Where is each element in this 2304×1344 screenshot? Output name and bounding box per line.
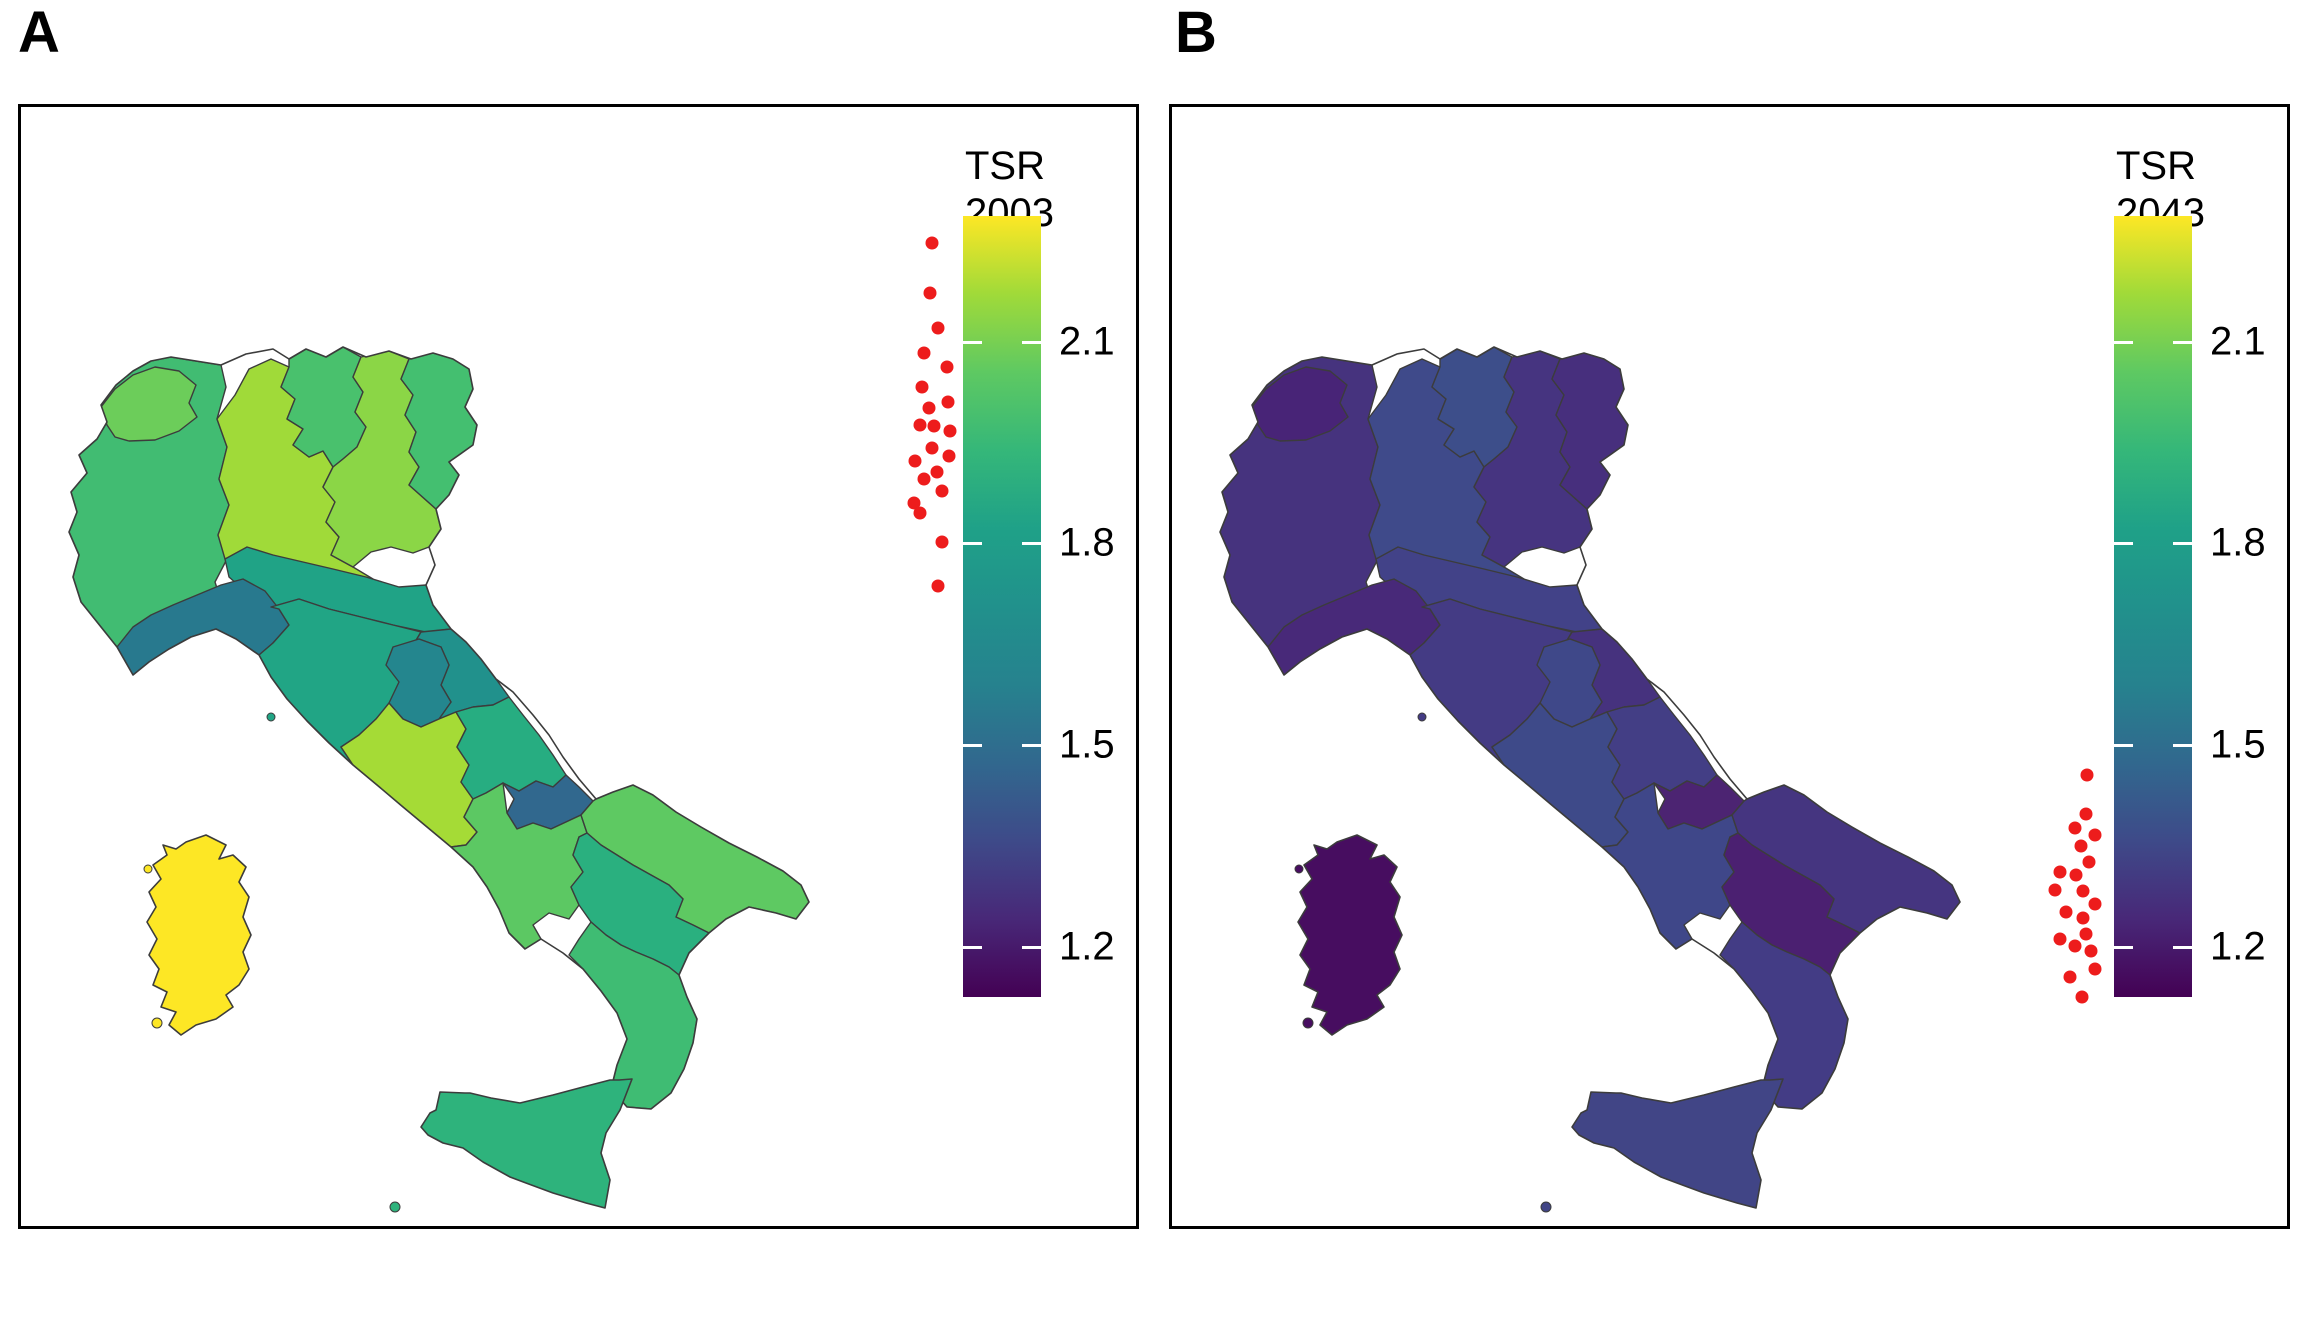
data-point [931, 579, 945, 593]
data-point [2079, 807, 2093, 821]
data-point [915, 380, 929, 394]
data-point [931, 321, 945, 335]
data-point [922, 401, 936, 415]
islet-toscana [266, 712, 276, 722]
data-point [2069, 868, 2083, 882]
data-point [925, 236, 939, 250]
data-point [930, 465, 944, 479]
data-point [917, 346, 931, 360]
region-sardegna [1297, 834, 1403, 1036]
data-point [927, 419, 941, 433]
mainland-coastline [68, 346, 810, 1110]
region-valle-daosta [1251, 366, 1349, 442]
region-valle-daosta [100, 366, 198, 442]
data-point [935, 484, 949, 498]
panel-b-map-2043: TSR 2043 2.1 1.8 1.5 1.2 [1169, 104, 2290, 1229]
data-point [2063, 970, 2077, 984]
panel-label-b: B [1175, 0, 1217, 65]
data-point [935, 535, 949, 549]
data-point [2053, 865, 2067, 879]
region-abruzzo [1606, 696, 1718, 800]
data-point [2079, 927, 2093, 941]
data-point [2076, 884, 2090, 898]
islet-sardegna [143, 864, 153, 874]
data-point [913, 418, 927, 432]
data-point [925, 441, 939, 455]
data-point [907, 496, 921, 510]
data-point [2068, 939, 2082, 953]
data-point [2074, 839, 2088, 853]
data-point [2076, 911, 2090, 925]
islet-toscana [1417, 712, 1427, 722]
region-sicilia [420, 1078, 633, 1209]
data-point [2059, 905, 2073, 919]
data-point [2080, 768, 2094, 782]
data-point [917, 472, 931, 486]
data-point [908, 454, 922, 468]
region-sardegna [146, 834, 252, 1036]
data-point [2082, 855, 2096, 869]
islet-sardegna [151, 1017, 163, 1029]
islet-sicilia [1540, 1201, 1552, 1213]
data-point [2068, 821, 2082, 835]
panel-a-map-2003: TSR 2003 2.1 1.8 1.5 1.2 [18, 104, 1139, 1229]
data-point [2088, 962, 2102, 976]
strip-points [907, 236, 957, 593]
panel-label-a: A [18, 0, 60, 65]
data-point [940, 360, 954, 374]
region-abruzzo [455, 696, 567, 800]
data-point [943, 424, 957, 438]
strip-points [2048, 768, 2102, 1004]
data-point [2084, 944, 2098, 958]
italy-map-2043 [1219, 346, 2102, 1213]
mainland-regions [1220, 347, 1960, 1109]
italy-map-2003 [68, 236, 957, 1213]
mainland-coastline [1219, 346, 1961, 1110]
data-point [2088, 897, 2102, 911]
data-point [913, 506, 927, 520]
islet-sicilia [389, 1201, 401, 1213]
mainland-regions [69, 347, 809, 1109]
region-sicilia [1571, 1078, 1784, 1209]
islet-sardegna [1302, 1017, 1314, 1029]
data-point [2088, 828, 2102, 842]
data-point [923, 286, 937, 300]
data-point [2053, 932, 2067, 946]
data-point [942, 449, 956, 463]
data-point [941, 395, 955, 409]
data-point [2048, 883, 2062, 897]
islet-sardegna [1294, 864, 1304, 874]
data-point [2075, 990, 2089, 1004]
